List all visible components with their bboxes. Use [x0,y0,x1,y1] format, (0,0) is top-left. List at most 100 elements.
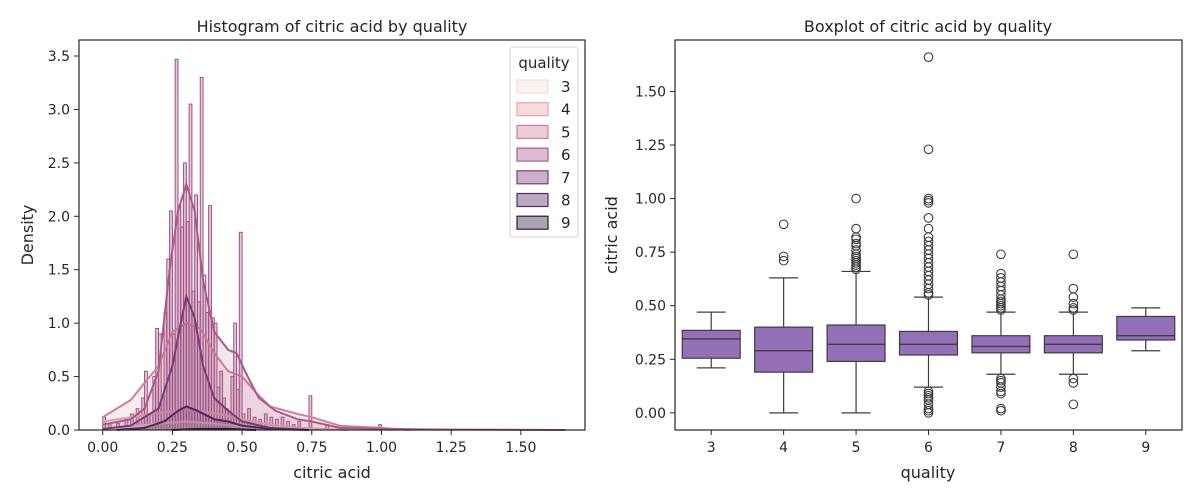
legend-swatch-quality-4 [516,102,549,117]
y-tick-label: 0.00 [635,406,666,422]
y-tick-label: 0.50 [635,299,666,315]
outlier-point [851,223,861,234]
histogram-legend: quality 3 4 5 6 7 8 9 [509,46,579,238]
boxplot-y-ticks: 0.00 0.25 0.50 0.75 1.00 1.25 1.50 [635,84,675,422]
y-tick-label: 0.75 [635,245,666,261]
iqr-box [681,329,741,359]
outlier-point [778,251,789,262]
x-tick-label: 0.50 [227,440,258,456]
boxplot-y-label: citric acid [602,196,621,274]
outlier-point [996,373,1006,384]
x-tick-label: 6 [924,440,933,456]
x-tick-label: 1.25 [436,440,467,456]
x-tick-label: 8 [1069,440,1078,456]
y-tick-label: 1.50 [635,84,666,100]
outlier-point [996,249,1006,260]
x-tick-label: 0.25 [157,440,188,456]
kde-area-quality-8 [116,406,309,430]
histogram-title: Histogram of citric acid by quality [197,17,468,36]
outlier-point [923,52,934,62]
legend-swatch-quality-8 [516,192,549,208]
y-tick-label: 2.0 [48,209,70,225]
legend-label-quality-8: 8 [561,192,571,210]
legend-label-quality-3: 3 [561,78,571,96]
x-tick-label: 4 [779,440,788,456]
x-tick-label: 7 [996,440,1005,456]
x-tick-label: 9 [1141,440,1150,456]
legend-label-quality-6: 6 [561,146,571,164]
outlier-point [996,405,1006,416]
outlier-point [1068,373,1079,384]
legend-swatch-quality-6 [516,147,549,162]
outlier-point [996,375,1006,386]
outlier-point [923,193,934,204]
x-tick-label: 1.50 [505,440,536,456]
outlier-point [1068,292,1079,302]
legend-swatch-quality-9 [516,215,549,230]
outlier-point [923,144,934,155]
x-tick-label: 0.00 [87,440,118,456]
kde-area-quality-5 [102,323,410,430]
outlier-point [923,223,934,234]
outlier-point [851,193,861,204]
kde-area-quality-7 [102,296,309,430]
legend-label-quality-7: 7 [561,169,571,187]
legend-items: 3 4 5 6 7 8 9 [516,78,571,232]
x-tick-label: 1.00 [366,440,397,456]
outlier-point [851,232,861,242]
kde-line-quality-4 [102,408,349,431]
outlier-point [1068,303,1079,313]
outlier-point [923,386,934,397]
outlier-point [996,403,1006,414]
legend-label-quality-4: 4 [561,101,571,119]
y-tick-label: 1.25 [635,138,666,154]
outlier-point [851,238,861,249]
outlier-point [1068,378,1079,388]
x-tick-label: 0.75 [296,440,327,456]
iqr-box [754,326,814,373]
box-quality-5 [826,193,886,414]
boxplot-x-label: quality [901,463,956,482]
histogram-x-label: citric acid [293,463,371,482]
boxplot-x-ticks: 3 4 5 6 7 8 9 [707,430,1150,456]
outlier-point [1068,283,1079,294]
outlier-point [996,273,1006,283]
box-quality-4 [754,219,814,414]
y-tick-label: 1.00 [635,192,666,208]
outlier-point [923,236,934,247]
iqr-box [1116,315,1176,341]
y-tick-label: 1.0 [48,316,70,332]
boxplot-marks [681,52,1176,418]
outlier-point [1068,399,1079,410]
box-quality-8 [1043,249,1103,410]
outlier-point [1068,249,1079,260]
outlier-point [923,213,934,223]
histogram-frame [78,39,586,431]
box-quality-7 [971,249,1031,416]
iqr-box [898,330,959,356]
x-tick-label: 3 [707,440,716,456]
outlier-point [778,255,789,266]
y-tick-label: 1.5 [48,263,70,279]
outlier-point [851,245,861,255]
kde-area-quality-4 [102,409,348,430]
outlier-point [923,195,934,206]
legend-box [509,46,579,238]
box-quality-6 [898,52,959,418]
histogram-chart: Histogram of citric acid by quality 0.00… [18,17,586,482]
iqr-box [971,335,1031,354]
kde-line-quality-6 [102,180,566,431]
histogram-marks [102,58,566,431]
legend-swatch-quality-3 [516,79,549,94]
box-quality-9 [1116,307,1176,352]
iqr-box [826,324,886,363]
boxplot-title: Boxplot of citric acid by quality [804,17,1052,36]
box-quality-3 [681,311,741,369]
legend-swatch-quality-7 [516,170,549,185]
histogram-y-label: Density [18,205,37,266]
boxplot-chart: Boxplot of citric acid by quality 3 4 5 6 7 8… [602,17,1183,482]
kde-line-quality-5 [102,322,410,431]
y-tick-label: 2.5 [48,156,70,172]
